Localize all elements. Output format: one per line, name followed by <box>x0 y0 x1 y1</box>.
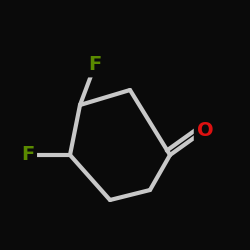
Text: O: O <box>197 120 213 140</box>
Text: F: F <box>88 56 102 74</box>
Text: F: F <box>21 146 34 165</box>
